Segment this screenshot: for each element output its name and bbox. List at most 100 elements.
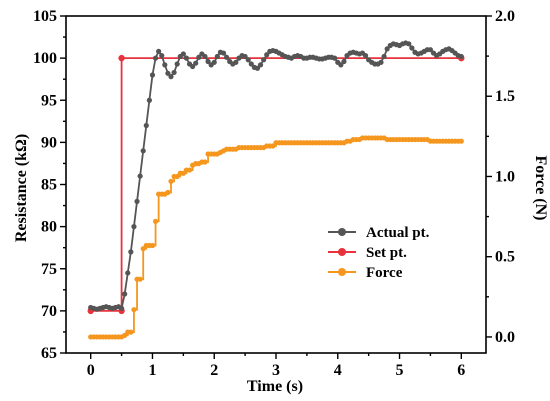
data-point [186,167,193,173]
series-line-actual-pt [90,42,462,311]
series-line-set-pt [90,57,462,312]
data-point [242,53,248,60]
data-point [149,242,156,249]
y-left-tick-label: 95 [41,92,57,109]
legend-label: Force [366,265,403,281]
data-point [214,53,220,60]
data-point [171,69,177,76]
data-point [261,57,267,63]
x-tick-label: 1 [148,362,156,379]
x-tick-label: 0 [87,362,95,379]
y-right-tick-label: 1.5 [495,88,515,105]
data-point [378,59,384,65]
data-point [118,305,125,311]
data-point [149,72,156,78]
data-point [174,173,180,180]
data-point [143,122,149,129]
data-point [332,55,338,61]
data-point [190,63,196,70]
data-point [254,65,261,71]
series-actual-pt [88,40,464,312]
data-point [122,332,128,338]
data-point [183,55,190,61]
data-point [245,57,251,63]
y-left-tick-label: 70 [41,303,57,320]
data-point [205,58,211,65]
data-point [458,53,464,60]
data-point [381,53,387,60]
data-point [180,170,186,176]
y-left-tick-label: 85 [41,177,57,194]
data-point [122,291,128,297]
data-point [220,50,227,56]
data-point [196,54,202,60]
legend-swatch-marker [338,268,346,276]
y-left-tick-label: 90 [41,134,57,151]
data-point [159,52,165,59]
data-point [270,143,276,149]
data-point [427,47,434,53]
y-left-tick-label: 105 [33,8,57,25]
data-point [233,59,239,65]
data-point [264,52,270,58]
data-point [458,138,464,144]
y-left-tick-label: 80 [41,219,57,236]
data-point [341,58,347,65]
x-tick-label: 3 [272,362,280,379]
x-tick-label: 4 [334,362,342,379]
x-axis-title: Time (s) [247,378,303,395]
data-point [409,45,415,51]
x-tick-label: 5 [396,362,404,379]
legend-label: Actual pt. [366,225,430,241]
y-axis-right-title: Force (N) [532,156,549,221]
data-point [118,54,125,62]
data-point [202,53,208,60]
data-point [137,276,143,282]
y-axis-left-title: Resistance (kΩ) [13,134,30,242]
legend-item-set-pt: Set pt. [328,245,407,261]
y-left-tick-label: 75 [41,261,57,278]
axes: 0 1 2 3 4 5 6 65 70 75 80 85 90 95 100 105 0.0 0.5 1.0 1.5 2… [33,8,515,379]
legend-label: Set pt. [366,245,407,261]
data-point [146,97,152,103]
data-point [128,329,134,335]
x-tick-label: 6 [457,362,465,379]
y-right-tick-label: 0.5 [495,249,515,266]
series-force [88,135,464,340]
x-tick-label: 2 [210,362,218,379]
data-point [125,270,131,276]
y-right-tick-label: 0.0 [495,329,515,346]
data-point [223,54,230,60]
y-right-tick-label: 2.0 [495,8,515,25]
axis-titles: Time (s) Resistance (kΩ) Force (N) [13,134,549,395]
y-left-tick-label: 65 [41,345,57,362]
data-point [202,159,208,165]
data-point [152,218,159,225]
legend: Actual pt. Set pt. Force [328,225,430,281]
data-point [168,74,174,80]
y-left-tick-label: 100 [33,50,57,67]
y-right-tick-label: 1.0 [495,168,515,185]
legend-swatch-marker [338,228,346,236]
data-point [168,178,174,184]
data-point [152,55,159,61]
legend-swatch-marker [338,248,346,256]
data-point [248,61,254,67]
data-point [140,246,146,252]
data-point [362,52,369,59]
data-point [134,198,140,204]
data-point [180,51,186,57]
data-point [211,59,217,65]
legend-item-actual-pt: Actual pt. [328,225,430,241]
data-point [384,46,390,52]
data-point [137,173,143,179]
data-point [338,62,344,68]
data-point [165,70,171,76]
series-layer [87,40,465,340]
data-point [156,48,162,54]
data-point [257,62,264,68]
data-point [128,249,134,255]
data-point [406,41,412,47]
data-point [162,62,168,68]
